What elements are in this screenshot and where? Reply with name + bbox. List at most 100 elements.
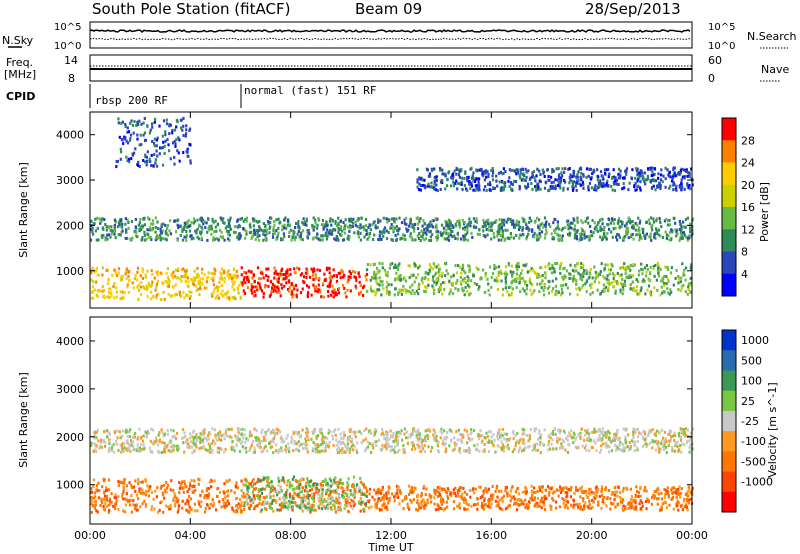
power-cell (146, 228, 149, 232)
velocity-cell (258, 487, 261, 491)
power-cell (252, 294, 256, 298)
power-cell (323, 225, 326, 229)
power-cell (505, 220, 508, 224)
power-cell (641, 280, 644, 283)
power-cell (360, 216, 363, 220)
power-cell (249, 225, 252, 229)
velocity-cell (158, 450, 161, 454)
power-cell (524, 280, 527, 284)
power-cell (568, 167, 571, 170)
power-cell (418, 176, 421, 180)
power-cell (686, 174, 689, 178)
power-cell (423, 184, 426, 188)
power-cell (405, 216, 408, 220)
power-cell (636, 173, 639, 177)
power-cell (543, 283, 546, 287)
velocity-cell (383, 437, 386, 441)
power-cell (638, 226, 641, 230)
power-cell (126, 126, 129, 130)
velocity-cell (189, 440, 193, 444)
velocity-cell (220, 438, 223, 442)
velocity-cell (317, 497, 320, 501)
velocity-cell (122, 486, 125, 490)
power-cell (632, 289, 635, 293)
power-cell (161, 237, 165, 241)
power-cell (560, 287, 564, 291)
power-cell (639, 180, 642, 184)
power-cell (125, 270, 128, 273)
power-cell (637, 273, 640, 277)
power-cell (264, 237, 267, 241)
velocity-cell (120, 495, 124, 499)
power-cell (535, 274, 538, 278)
velocity-cell (189, 497, 192, 501)
power-cell (207, 228, 211, 232)
power-cell (115, 160, 118, 163)
power-cell (655, 217, 658, 221)
power-cell (312, 270, 315, 274)
power-cell (428, 238, 431, 242)
power-cell (631, 274, 635, 278)
power-cell (518, 236, 521, 240)
power-cell (377, 218, 380, 222)
velocity-cell (321, 500, 325, 504)
power-cell (168, 280, 171, 284)
velocity-cell (309, 485, 312, 488)
power-cell (150, 153, 153, 157)
power-cell (101, 236, 104, 240)
power-cell (580, 262, 583, 265)
power-cell (386, 220, 389, 224)
velocity-cell (319, 483, 322, 487)
power-cell (274, 269, 277, 273)
power-cell (416, 168, 419, 172)
power-cell (648, 279, 651, 283)
power-cell (593, 265, 596, 269)
velocity-cell (667, 433, 670, 437)
power-cell (204, 226, 207, 230)
power-cell (416, 185, 419, 189)
power-cell (186, 276, 189, 280)
velocity-cell (373, 434, 376, 438)
power-cell (195, 229, 198, 233)
velocity-cell (188, 481, 191, 485)
power-cell (452, 175, 455, 179)
power-cell (185, 230, 188, 233)
power-cell (616, 282, 619, 286)
power-cell (497, 265, 501, 269)
power-cell (681, 185, 684, 189)
velocity-cell (226, 499, 229, 503)
power-cell (305, 217, 308, 221)
power-cell (383, 268, 386, 272)
power-cell (674, 174, 677, 178)
power-cell (510, 293, 513, 297)
power-cell (94, 217, 97, 221)
velocity-cell (317, 493, 320, 497)
velocity-cell (365, 504, 368, 508)
power-cell (607, 184, 610, 188)
power-cell (93, 270, 96, 274)
power-cell (467, 276, 470, 280)
power-cell (259, 285, 262, 289)
power-cell (121, 229, 124, 233)
velocity-cell (249, 430, 252, 434)
power-cell (139, 218, 142, 221)
power-cell (378, 230, 382, 234)
power-cell (433, 187, 436, 191)
velocity-cell (206, 496, 209, 500)
power-cell (442, 226, 446, 230)
power-cell (299, 273, 302, 277)
power-cell (453, 234, 456, 238)
power-cell (124, 236, 127, 240)
power-cell (140, 281, 143, 285)
power-cell (334, 220, 337, 223)
velocity-cell (466, 433, 469, 437)
power-cell (221, 235, 225, 239)
power-cell (166, 138, 169, 142)
power-cell (360, 290, 363, 294)
velocity-cell (661, 445, 664, 448)
power-cell (452, 274, 455, 278)
power-cell (433, 264, 436, 268)
power-cell (553, 228, 556, 232)
velocity-cell (663, 442, 666, 446)
velocity-cell (242, 483, 245, 487)
